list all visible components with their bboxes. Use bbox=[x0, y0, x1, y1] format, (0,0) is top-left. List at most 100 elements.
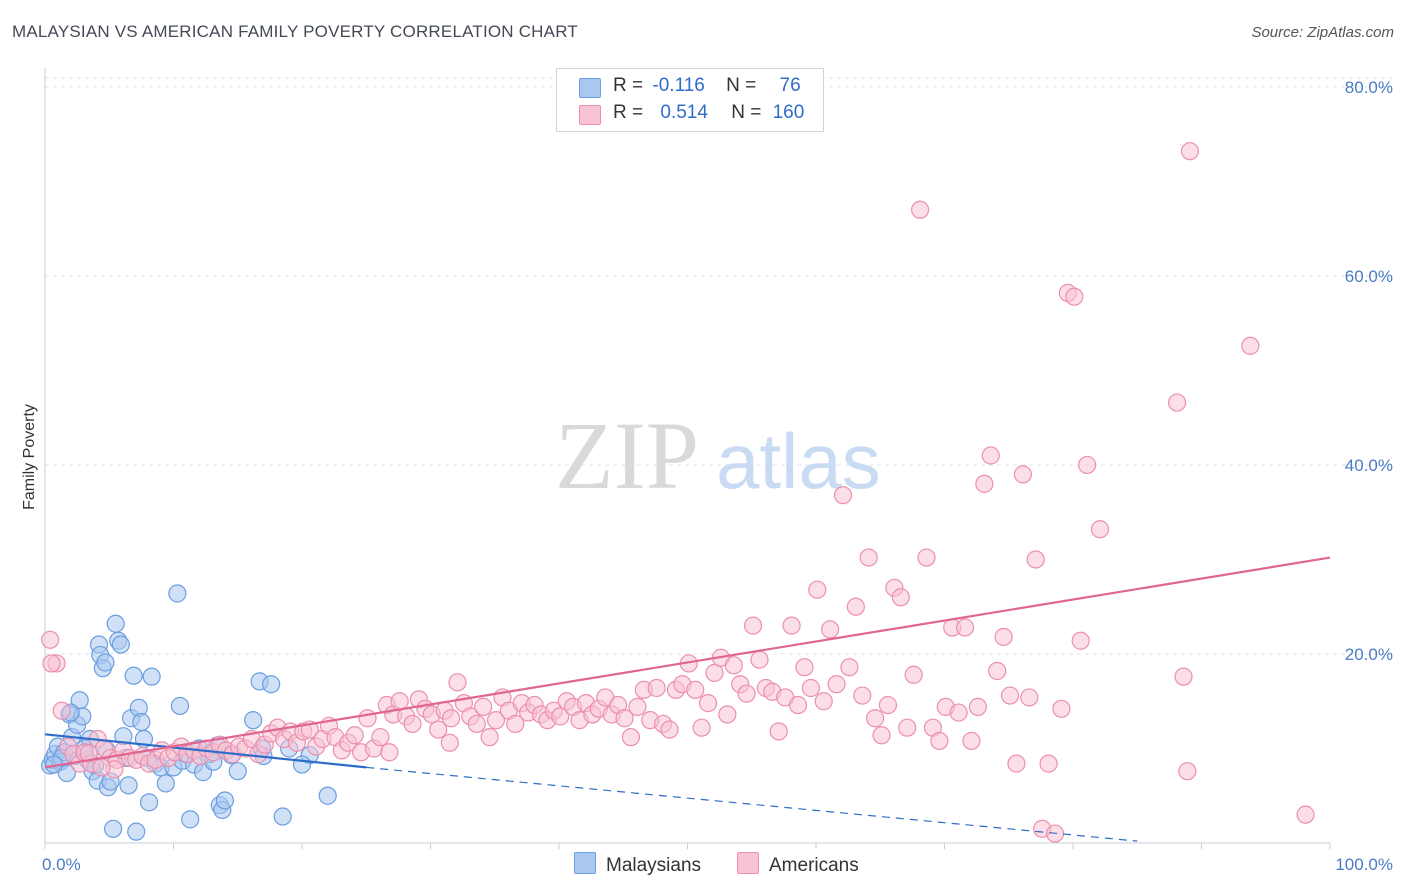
legend-n-value: 76 bbox=[779, 75, 801, 96]
american-point bbox=[846, 597, 865, 616]
american-point bbox=[1065, 287, 1084, 306]
american-point bbox=[814, 692, 833, 711]
american-point bbox=[821, 620, 840, 639]
malaysian-point bbox=[106, 614, 125, 633]
american-point bbox=[930, 731, 949, 751]
american-point bbox=[42, 654, 61, 673]
malaysian-point bbox=[104, 819, 123, 838]
legend-swatch-malaysians bbox=[579, 78, 601, 98]
watermark-atlas: atlas bbox=[716, 417, 881, 505]
american-point bbox=[827, 675, 846, 694]
american-point bbox=[474, 697, 493, 717]
american-point bbox=[41, 630, 60, 649]
american-point bbox=[628, 697, 647, 717]
american-point bbox=[955, 618, 975, 637]
y-tick-label-20: 20.0% bbox=[1345, 645, 1393, 664]
american-point bbox=[403, 714, 422, 734]
american-point bbox=[788, 695, 808, 715]
american-point bbox=[988, 661, 1007, 681]
malaysian-point bbox=[96, 653, 115, 672]
bottom-legend-swatch-malaysians bbox=[574, 852, 596, 874]
american-point bbox=[1013, 465, 1032, 484]
malaysian-point bbox=[156, 774, 175, 793]
american-point bbox=[782, 616, 801, 635]
malaysian-point bbox=[273, 807, 292, 826]
malaysian-point bbox=[127, 822, 146, 841]
bottom-legend-label-americans: Americans bbox=[769, 855, 859, 876]
american-point bbox=[467, 714, 486, 734]
legend-r-label: R = bbox=[613, 75, 644, 96]
american-point bbox=[917, 548, 936, 567]
legend-swatch-americans bbox=[579, 105, 601, 125]
watermark-zip: ZIP bbox=[555, 402, 699, 509]
american-point bbox=[1178, 762, 1197, 781]
american-point bbox=[750, 650, 769, 669]
american-point bbox=[975, 474, 994, 493]
malaysian-point bbox=[262, 675, 281, 694]
legend: R = -0.116 N = 76 R = 0.514 N = 160 bbox=[556, 68, 824, 132]
american-point bbox=[718, 705, 737, 724]
american-point bbox=[1052, 699, 1071, 718]
american-point bbox=[380, 743, 399, 762]
american-point bbox=[358, 709, 377, 728]
grid-lines bbox=[45, 77, 1392, 655]
american-point bbox=[840, 658, 859, 677]
american-point bbox=[1167, 393, 1187, 412]
american-point bbox=[52, 701, 71, 720]
american-point bbox=[1090, 520, 1110, 539]
american-point bbox=[769, 722, 788, 741]
bottom-legend-swatch-americans bbox=[737, 852, 759, 874]
american-point bbox=[962, 731, 981, 751]
malaysian-point bbox=[215, 791, 234, 810]
american-point bbox=[1007, 754, 1026, 773]
american-point bbox=[801, 678, 820, 698]
malaysian-trend-line bbox=[44, 733, 367, 769]
y-tick-label-60: 60.0% bbox=[1345, 267, 1393, 286]
american-point bbox=[949, 703, 968, 722]
malaysian-point bbox=[139, 793, 159, 812]
trend-lines bbox=[44, 556, 1331, 842]
chart-title: MALAYSIAN VS AMERICAN FAMILY POVERTY COR… bbox=[12, 22, 578, 41]
malaysian-point bbox=[168, 584, 187, 603]
malaysian-point bbox=[142, 667, 161, 686]
american-point bbox=[724, 656, 743, 675]
american-point bbox=[660, 720, 679, 739]
american-point bbox=[795, 658, 814, 677]
american-point bbox=[486, 711, 506, 730]
bottom-legend-label-malaysians: Malaysians bbox=[606, 855, 702, 876]
american-point bbox=[910, 200, 930, 219]
legend-r-value: -0.116 bbox=[652, 75, 705, 96]
american-point bbox=[698, 694, 718, 713]
tick-labels: 20.0% 40.0% 60.0% 80.0% 0.0% 100.0% bbox=[42, 78, 1393, 874]
x-tick-label-left: 0.0% bbox=[42, 855, 81, 874]
axes bbox=[44, 68, 1331, 849]
american-point bbox=[345, 726, 364, 745]
american-point bbox=[898, 718, 917, 737]
american-point bbox=[390, 692, 409, 711]
american-point bbox=[808, 580, 827, 599]
american-point bbox=[1241, 336, 1260, 355]
malaysian-point bbox=[244, 711, 263, 730]
y-axis-label: Family Poverty bbox=[21, 404, 38, 510]
american-point bbox=[705, 663, 724, 682]
bottom-legend-americans: Americans bbox=[737, 852, 859, 877]
american-point bbox=[833, 486, 853, 505]
american-point bbox=[1078, 455, 1097, 475]
american-point bbox=[994, 627, 1013, 647]
american-point bbox=[866, 709, 885, 728]
american-point bbox=[1020, 688, 1039, 707]
american-point bbox=[480, 728, 499, 747]
x-tick-label-right: 100.0% bbox=[1335, 855, 1393, 874]
legend-r-value: 0.514 bbox=[660, 102, 708, 123]
watermark: ZIP atlas bbox=[555, 402, 881, 509]
american-point bbox=[891, 588, 910, 607]
american-point bbox=[621, 728, 641, 747]
malaysian-point bbox=[318, 786, 337, 805]
american-point bbox=[878, 695, 898, 715]
american-point bbox=[371, 728, 390, 747]
malaysian-point bbox=[170, 696, 190, 716]
american-point bbox=[968, 697, 988, 717]
malaysian-point bbox=[132, 712, 151, 732]
american-point bbox=[647, 678, 666, 698]
american-point bbox=[872, 726, 891, 745]
